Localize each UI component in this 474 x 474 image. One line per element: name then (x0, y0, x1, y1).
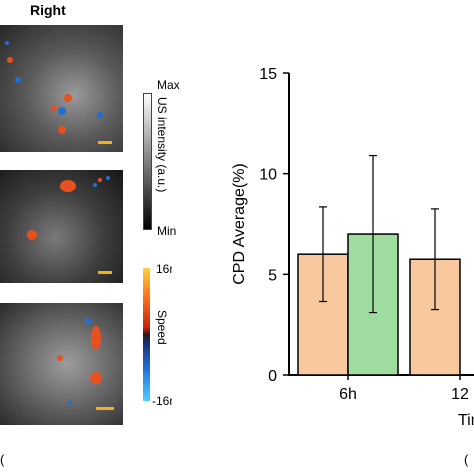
ultrasound-image-bottom (0, 303, 123, 425)
panel-title-right: Right (30, 2, 66, 18)
speed-bottom-label: -16mm (152, 394, 172, 408)
intensity-colorbar (143, 93, 152, 230)
y-tick-label: 0 (268, 368, 277, 385)
y-axis-label: CPD Average(%) (231, 163, 248, 285)
y-tick-label: 10 (259, 167, 277, 184)
panel-letter-left: ( (0, 452, 5, 467)
x-tick-label: 6h (339, 386, 357, 403)
ultrasound-image-top (0, 25, 123, 152)
speed-top-label: 16mm (156, 262, 172, 276)
x-axis-label: Tim (458, 412, 474, 429)
panel-letter-right: ( (464, 452, 469, 467)
x-tick-label: 12 (451, 386, 469, 403)
ultrasound-image-middle (0, 170, 123, 283)
y-tick-label: 5 (268, 267, 277, 284)
y-tick-label: 15 (259, 66, 277, 83)
intensity-min-label: Min (157, 224, 177, 238)
speed-colorbar (143, 268, 150, 401)
intensity-max-label: Max (157, 78, 180, 92)
